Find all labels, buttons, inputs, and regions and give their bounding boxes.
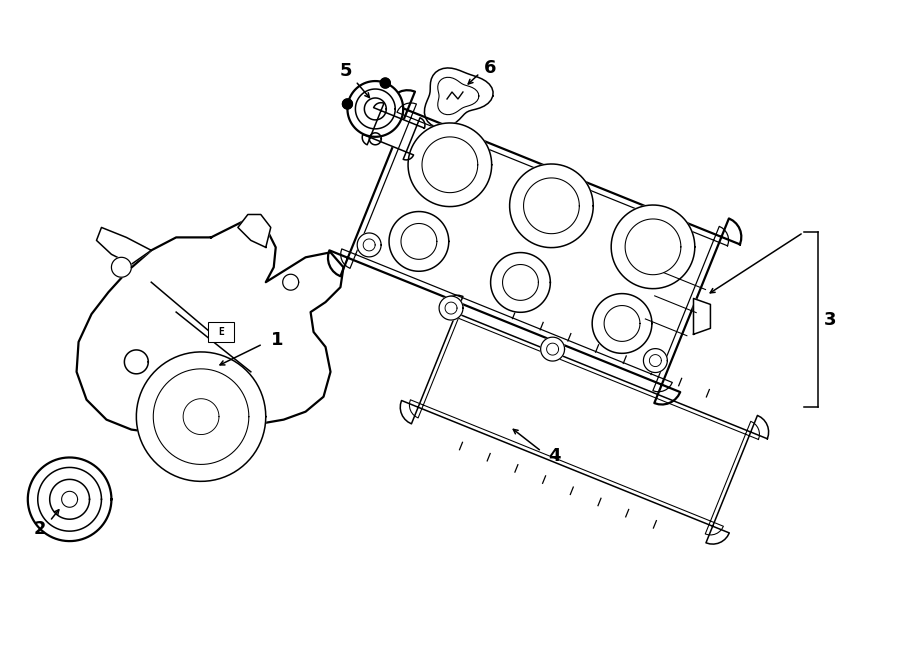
- Polygon shape: [124, 350, 148, 374]
- Text: 6: 6: [483, 59, 496, 77]
- Text: 4: 4: [548, 448, 561, 465]
- Polygon shape: [364, 239, 375, 251]
- Polygon shape: [401, 224, 436, 260]
- Text: 2: 2: [33, 520, 46, 538]
- Polygon shape: [38, 467, 102, 531]
- Polygon shape: [611, 205, 695, 289]
- Polygon shape: [364, 98, 386, 120]
- Polygon shape: [356, 89, 395, 129]
- Polygon shape: [343, 99, 353, 109]
- Polygon shape: [61, 491, 77, 507]
- Polygon shape: [28, 457, 112, 541]
- Polygon shape: [524, 178, 580, 234]
- Text: 3: 3: [824, 311, 837, 329]
- Text: E: E: [218, 327, 224, 337]
- Polygon shape: [183, 399, 219, 434]
- Polygon shape: [400, 295, 769, 544]
- Bar: [208, 322, 234, 342]
- Polygon shape: [408, 123, 491, 207]
- Polygon shape: [592, 294, 652, 354]
- Polygon shape: [347, 81, 403, 137]
- Polygon shape: [328, 90, 742, 404]
- Polygon shape: [541, 337, 564, 361]
- Polygon shape: [96, 228, 151, 264]
- Polygon shape: [644, 349, 667, 373]
- Polygon shape: [694, 299, 710, 334]
- Polygon shape: [604, 306, 640, 342]
- Polygon shape: [50, 479, 89, 519]
- Polygon shape: [153, 369, 248, 465]
- Polygon shape: [626, 219, 681, 275]
- Polygon shape: [502, 265, 538, 301]
- Polygon shape: [509, 164, 593, 248]
- Polygon shape: [381, 78, 391, 88]
- Polygon shape: [650, 355, 662, 367]
- Polygon shape: [112, 258, 131, 277]
- Polygon shape: [283, 274, 299, 290]
- Polygon shape: [491, 253, 550, 312]
- Polygon shape: [76, 218, 344, 467]
- Polygon shape: [389, 212, 449, 271]
- Polygon shape: [425, 68, 493, 128]
- Text: 1: 1: [271, 331, 283, 349]
- Polygon shape: [238, 214, 271, 248]
- Polygon shape: [546, 343, 559, 355]
- Polygon shape: [446, 302, 457, 314]
- Polygon shape: [362, 103, 425, 160]
- Polygon shape: [422, 137, 478, 193]
- Polygon shape: [137, 352, 266, 481]
- Polygon shape: [439, 296, 463, 320]
- Polygon shape: [369, 133, 382, 145]
- Polygon shape: [357, 233, 381, 257]
- Text: 5: 5: [339, 62, 352, 80]
